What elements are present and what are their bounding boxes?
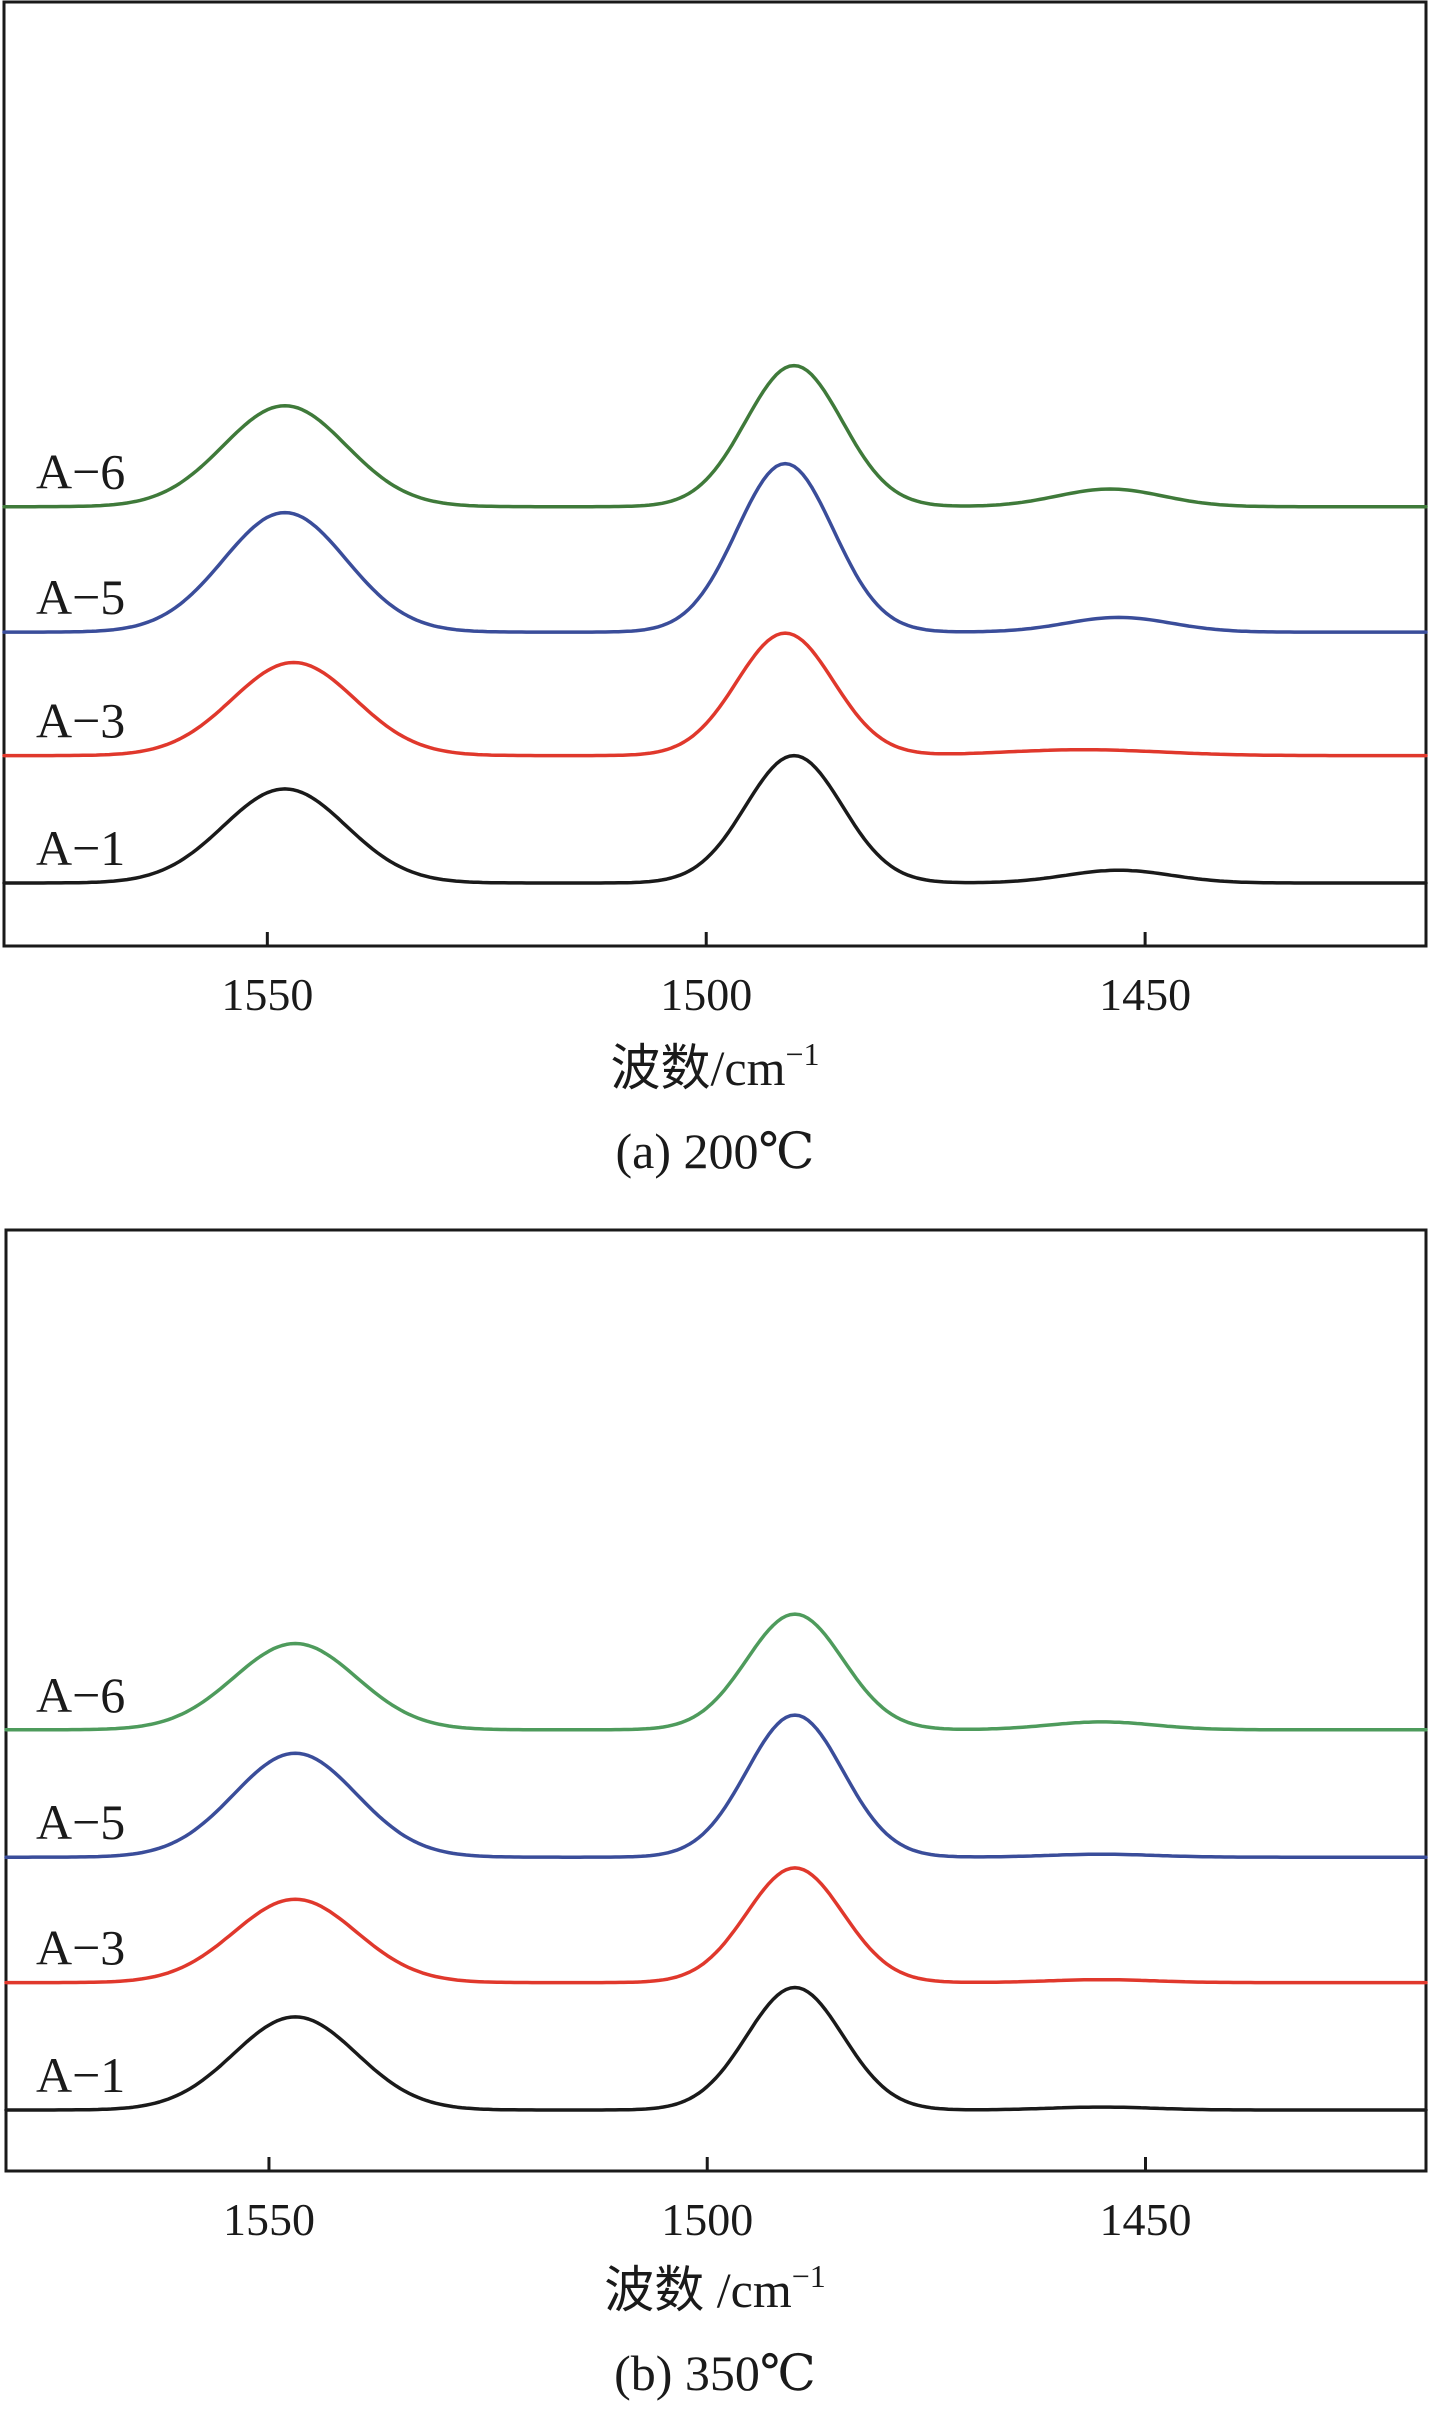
- series-labels-b: A−1 A−3 A−5 A−6: [36, 1667, 125, 2103]
- panel-caption-a: (a) 200℃: [616, 1123, 815, 1179]
- series-line-a-3: [2, 631, 1428, 758]
- x-tick-label: 1500: [660, 969, 752, 1020]
- series-line-a-6: [4, 1612, 1428, 1732]
- panel-caption-b: (b) 350℃: [614, 2345, 816, 2401]
- plot-frame-a: [2, 0, 1428, 948]
- series-label-a-1: A−1: [36, 820, 125, 876]
- plot-frame-b: [4, 1228, 1428, 2173]
- series-line-a-3: [4, 1866, 1428, 1985]
- x-tick-label: 1550: [223, 2194, 315, 2245]
- series-label-a-5: A−5: [36, 1794, 125, 1850]
- series-label-a-3: A−3: [36, 1920, 125, 1976]
- series-label-a-1: A−1: [36, 2047, 125, 2103]
- series-label-a-5: A−5: [36, 569, 125, 625]
- x-tick-label: 1550: [221, 969, 313, 1020]
- series-line-a-5: [2, 461, 1428, 634]
- series-line-a-6: [2, 363, 1428, 509]
- x-axis-label-a: 波数/cm−1: [610, 1036, 819, 1096]
- x-tick-label: 1450: [1100, 2194, 1192, 2245]
- curves-a: [2, 363, 1428, 885]
- x-axis-label-b: 波数 /cm−1: [604, 2258, 826, 2318]
- series-label-a-6: A−6: [36, 1667, 125, 1723]
- ticks-a: 1550 1500 1450: [221, 932, 1191, 1020]
- series-line-a-1: [4, 1985, 1428, 2112]
- x-tick-label: 1500: [661, 2194, 753, 2245]
- series-line-a-1: [2, 753, 1428, 885]
- curves-b: [4, 1612, 1428, 2112]
- series-labels-a: A−1 A−3 A−5 A−6: [36, 444, 125, 876]
- x-tick-label: 1450: [1099, 969, 1191, 1020]
- series-label-a-3: A−3: [36, 693, 125, 749]
- series-line-a-5: [4, 1713, 1428, 1859]
- ticks-b: 1550 1500 1450: [223, 2157, 1192, 2245]
- series-label-a-6: A−6: [36, 444, 125, 500]
- panel-a: 1550 1500 1450 A−1 A−3 A−5 A−6 波数/cm−1 (a) 20…: [2, 0, 1428, 1179]
- panel-b: 1550 1500 1450 A−1 A−3 A−5 A−6 波数 /cm−1 (b) 3…: [4, 1228, 1428, 2401]
